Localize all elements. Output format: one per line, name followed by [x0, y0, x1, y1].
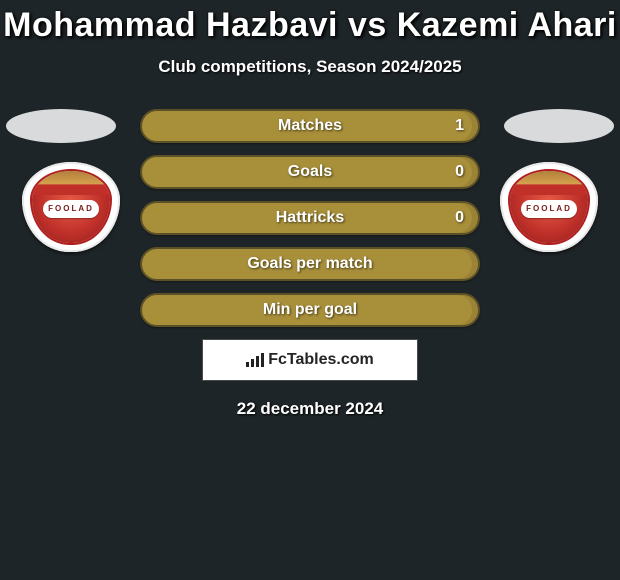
stat-row: Goals 0: [140, 155, 480, 189]
stat-row: Goals per match: [140, 247, 480, 281]
subtitle: Club competitions, Season 2024/2025: [0, 57, 620, 77]
comparison-card: Mohammad Hazbavi vs Kazemi Ahari Club co…: [0, 0, 620, 580]
brand-box[interactable]: FcTables.com: [202, 339, 418, 381]
stat-label: Goals: [288, 163, 332, 181]
stat-label: Matches: [278, 117, 342, 135]
club-crest-left: FOOLAD: [22, 162, 120, 252]
stat-value-right: 0: [455, 209, 464, 227]
stat-row: Hattricks 0: [140, 201, 480, 235]
stat-label: Goals per match: [247, 255, 372, 273]
club-crest-right: FOOLAD: [500, 162, 598, 252]
stat-value-right: 0: [455, 163, 464, 181]
stat-row: Min per goal: [140, 293, 480, 327]
date-text: 22 december 2024: [0, 399, 620, 419]
content-area: FOOLAD FOOLAD Matches 1 Goals 0: [0, 109, 620, 419]
player-placeholder-left: [6, 109, 116, 143]
player-placeholder-right: [504, 109, 614, 143]
brand-text: FcTables.com: [268, 351, 374, 369]
stat-label: Hattricks: [276, 209, 344, 227]
bar-chart-icon: [246, 353, 264, 367]
page-title: Mohammad Hazbavi vs Kazemi Ahari: [0, 6, 620, 45]
stat-row: Matches 1: [140, 109, 480, 143]
crest-ribbon-right: FOOLAD: [521, 200, 577, 218]
crest-ribbon-left: FOOLAD: [43, 200, 99, 218]
stats-list: Matches 1 Goals 0 Hattricks 0 Goals per …: [140, 109, 480, 327]
stat-label: Min per goal: [263, 301, 357, 319]
stat-value-right: 1: [455, 117, 464, 135]
